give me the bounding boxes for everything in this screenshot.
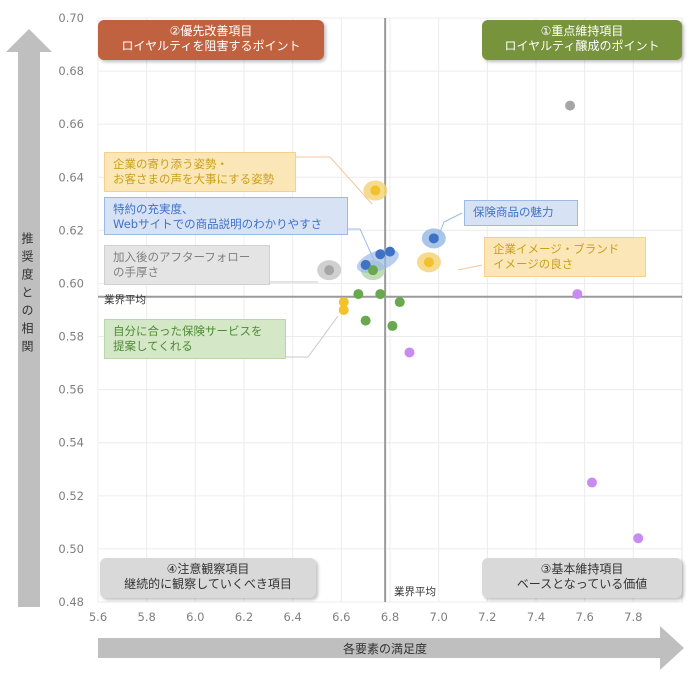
annotation-proposal: 自分に合った保険サービスを 提案してくれる: [104, 319, 286, 359]
x-tick-label: 6.2: [235, 610, 253, 624]
quadrant-4-box: ④注意観察項目 継続的に観察していくべき項目: [100, 558, 316, 598]
x-tick-label: 7.0: [430, 610, 448, 624]
leader-line-5: [435, 212, 463, 243]
y-axis-arrow: [6, 29, 52, 607]
data-point-green: [360, 315, 371, 326]
data-point-yellow: [370, 185, 381, 196]
annotation-proposal-line2: 提案してくれる: [113, 339, 193, 353]
y-tick-label: 0.60: [58, 276, 84, 290]
leader-line-2: [348, 228, 375, 261]
data-point-green: [353, 289, 364, 300]
x-tick-label: 7.4: [527, 610, 545, 624]
quadrant-1-desc: ロイヤルティ醸成のポイント: [504, 39, 660, 53]
data-point-green: [387, 320, 398, 331]
quadrant-2-box: ②優先改善項目 ロイヤルティを阻害するポイント: [98, 20, 324, 60]
data-point-green: [394, 297, 405, 308]
annotation-brand-line1: 企業イメージ・ブランド: [493, 242, 620, 256]
x-tick-label: 5.6: [89, 610, 107, 624]
x-axis-title: 各要素の満足度: [342, 642, 427, 656]
data-point-purple: [586, 477, 597, 488]
quadrant-1-title: ①重点維持項目: [540, 24, 624, 38]
x-axis-arrow: [98, 626, 684, 670]
data-point-purple: [633, 533, 644, 544]
x-tick-label: 7.2: [478, 610, 496, 624]
average-lines: [98, 18, 682, 602]
annotation-empathy-line2: お客さまの声を大事にする姿勢: [113, 172, 275, 186]
quadrant-2-title: ②優先改善項目: [169, 24, 253, 38]
annotation-riders-web: 特約の充実度、 Webサイトでの商品説明のわかりやすさ: [104, 197, 348, 235]
data-points: [324, 100, 644, 544]
y-tick-label: 0.56: [58, 383, 84, 397]
quadrant-1-box: ①重点維持項目 ロイヤルティ醸成のポイント: [482, 20, 682, 60]
y-tick-label: 0.62: [58, 223, 84, 237]
data-point-gray: [324, 265, 335, 276]
annotation-product-line1: 保険商品の魅力: [473, 205, 554, 219]
x-tick-label: 6.6: [332, 610, 350, 624]
y-tick-label: 0.52: [58, 489, 84, 503]
data-point-yellow: [338, 297, 349, 308]
leader-line-1: [296, 156, 373, 205]
x-tick-label: 7.8: [624, 610, 642, 624]
tick-labels: 5.6 5.8 6.0 6.2 6.4 6.6 6.8 7.0 7.2 7.4 7.6 7.8 0.48…: [58, 11, 642, 624]
y-tick-label: 0.50: [58, 542, 84, 556]
annotation-empathy-line1: 企業の寄り添う姿勢・: [113, 157, 228, 171]
annotation-aftercare: 加入後のアフターフォロー の手厚さ: [104, 245, 270, 285]
data-point-blue: [360, 259, 371, 270]
annotation-empathy: 企業の寄り添う姿勢・ お客さまの声を大事にする姿勢: [104, 152, 296, 192]
data-point-purple: [404, 347, 415, 358]
x-tick-label: 5.8: [138, 610, 156, 624]
data-point-green: [367, 265, 378, 276]
quadrant-3-title: ③基本維持項目: [540, 562, 624, 576]
avg-y-label: 業界平均: [104, 294, 146, 306]
data-point-blue: [375, 249, 386, 260]
data-point-blue: [428, 233, 439, 244]
annotation-brand-line2: イメージの良さ: [493, 257, 574, 271]
data-point-yellow: [423, 257, 434, 268]
data-point-green: [375, 289, 386, 300]
axis-arrows: [6, 29, 684, 670]
x-tick-label: 6.4: [284, 610, 302, 624]
y-tick-label: 0.58: [58, 330, 84, 344]
leader-line-6: [457, 264, 483, 271]
data-point-blue: [385, 246, 395, 257]
y-tick-label: 0.54: [58, 436, 84, 450]
y-tick-label: 0.48: [58, 595, 84, 609]
avg-x-label: 業界平均: [394, 586, 436, 598]
annotation-brand: 企業イメージ・ブランド イメージの良さ: [484, 237, 646, 277]
x-tick-label: 7.6: [576, 610, 594, 624]
x-tick-label: 6.8: [381, 610, 399, 624]
y-tick-label: 0.70: [58, 11, 84, 25]
annotation-leaders: [270, 156, 483, 358]
annotation-aftercare-line1: 加入後のアフターフォロー: [113, 250, 251, 264]
leader-line-4: [286, 315, 339, 358]
data-point-yellow: [338, 305, 349, 315]
gridlines: [97, 17, 682, 603]
data-point-gray: [565, 100, 576, 111]
annotation-riders-web-line1: 特約の充実度、: [113, 202, 194, 216]
quadrant-3-desc: ベースとなっている価値: [516, 577, 648, 591]
annotation-riders-web-line2: Webサイトでの商品説明のわかりやすさ: [113, 217, 323, 231]
quadrant-4-desc: 継続的に観察していくべき項目: [124, 577, 292, 591]
quadrant-4-title: ④注意観察項目: [166, 562, 250, 576]
y-axis-title: 推奨度との相関: [20, 232, 34, 358]
quadrant-2-desc: ロイヤルティを阻害するポイント: [121, 39, 301, 53]
y-tick-label: 0.64: [58, 170, 84, 184]
y-tick-label: 0.68: [58, 64, 84, 78]
annotation-aftercare-line2: の手厚さ: [113, 265, 159, 279]
x-tick-label: 6.0: [186, 610, 204, 624]
data-point-purple: [572, 289, 583, 300]
annotation-proposal-line1: 自分に合った保険サービスを: [113, 324, 263, 338]
y-tick-label: 0.66: [58, 117, 84, 131]
annotation-product: 保険商品の魅力: [464, 200, 578, 226]
quadrant-3-box: ③基本維持項目 ベースとなっている価値: [482, 558, 682, 598]
